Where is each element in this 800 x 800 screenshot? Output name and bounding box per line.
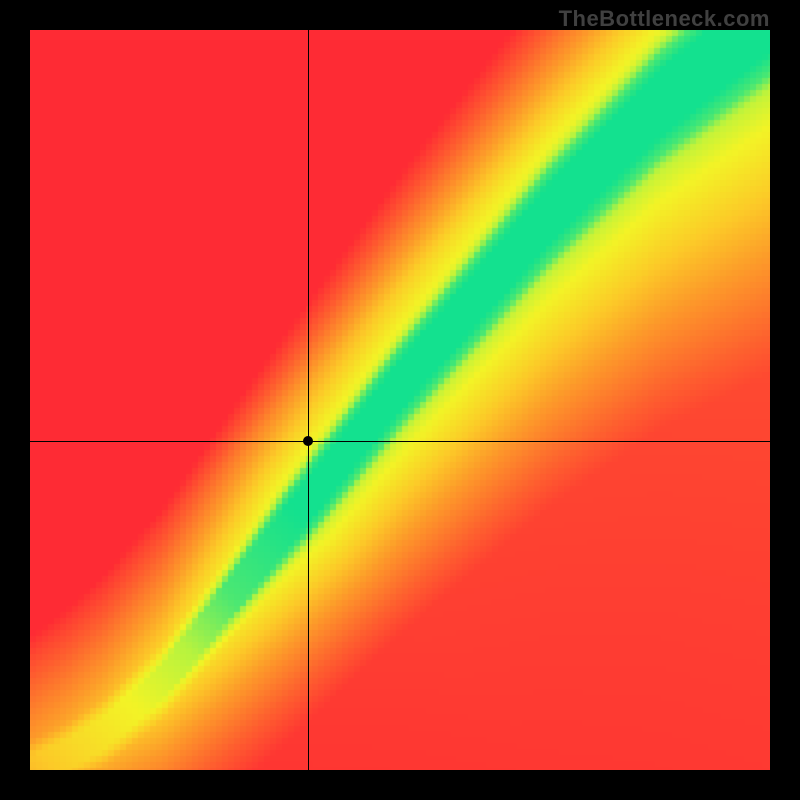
crosshair-marker bbox=[303, 436, 313, 446]
crosshair-horizontal bbox=[30, 441, 770, 442]
plot-area bbox=[30, 30, 770, 770]
crosshair-vertical bbox=[308, 30, 309, 770]
watermark-text: TheBottleneck.com bbox=[559, 6, 770, 32]
chart-container: TheBottleneck.com bbox=[0, 0, 800, 800]
heatmap-canvas bbox=[30, 30, 770, 770]
